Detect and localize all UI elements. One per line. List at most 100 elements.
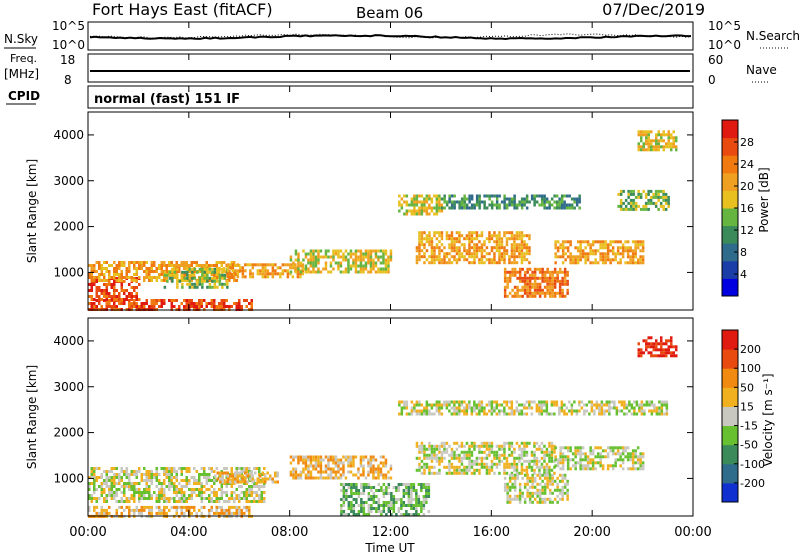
power-cell (438, 203, 441, 207)
power-cell (510, 243, 514, 247)
velocity-cell (440, 450, 444, 454)
velocity-cell (548, 450, 551, 454)
velocity-cell (528, 459, 531, 463)
velocity-cell (475, 462, 479, 466)
velocity-cell (113, 482, 116, 485)
velocity-cell (515, 406, 519, 410)
velocity-cell (276, 474, 279, 478)
power-cell (647, 136, 650, 140)
power-cell (604, 255, 607, 259)
velocity-cell (440, 406, 444, 410)
velocity-region (415, 441, 556, 475)
velocity-cell (545, 468, 549, 472)
power-cell (269, 263, 272, 267)
velocity-cell (478, 450, 481, 454)
velocity-cell (203, 470, 206, 473)
power-cell (256, 269, 260, 273)
power-cell (626, 252, 630, 256)
velocity-cell (440, 444, 444, 448)
velocity-cell (508, 500, 512, 504)
power-cell (163, 279, 166, 282)
velocity-cell (620, 400, 624, 404)
velocity-cell (460, 459, 464, 463)
power-cell (115, 289, 118, 292)
power-cell (241, 266, 245, 270)
power-cell (563, 270, 567, 274)
velocity-cell (103, 482, 106, 485)
power-region (554, 240, 645, 265)
power-cell (460, 200, 464, 204)
velocity-cell (168, 497, 171, 500)
power-cell (433, 234, 436, 238)
power-cell (450, 255, 454, 259)
power-cell (344, 267, 348, 271)
power-cell (188, 276, 191, 279)
power-cell (185, 302, 188, 305)
velocity-cell (195, 511, 198, 515)
power-cell (641, 261, 645, 265)
power-cell (591, 252, 595, 256)
velocity-cell (115, 482, 118, 485)
velocity-cell (445, 447, 449, 451)
power-cell (367, 258, 370, 262)
velocity-cell (670, 354, 673, 358)
power-cell (584, 255, 587, 259)
velocity-cell (660, 348, 663, 352)
power-cell (185, 261, 188, 264)
velocity-cell (450, 453, 454, 457)
power-cell (420, 209, 424, 213)
power-cell (98, 286, 101, 289)
velocity-cell (352, 507, 356, 510)
power-cell (226, 279, 229, 283)
power-cell (604, 246, 607, 250)
power-cell (327, 255, 330, 259)
power-cell (245, 305, 248, 308)
velocity-cell (640, 412, 644, 416)
nsky-trace (89, 34, 691, 41)
power-cell (438, 194, 441, 198)
power-cell (458, 203, 461, 207)
velocity-cell (433, 444, 436, 448)
velocity-cell (110, 479, 113, 482)
velocity-cell (636, 446, 640, 450)
power-cell (458, 255, 461, 259)
power-cell (143, 279, 146, 282)
velocity-cell (312, 467, 315, 471)
power-cell (440, 203, 444, 207)
power-cell (460, 234, 464, 238)
velocity-cell (329, 455, 333, 459)
power-cell (438, 200, 441, 204)
velocity-cell (556, 482, 559, 486)
power-cell (160, 267, 163, 270)
velocity-cell (422, 504, 426, 507)
velocity-cell (173, 482, 176, 485)
velocity-cell (603, 403, 606, 407)
power-cell (518, 294, 522, 298)
power-cell (460, 197, 464, 201)
velocity-cell (523, 450, 526, 454)
velocity-cell (178, 497, 181, 500)
velocity-cell (675, 345, 678, 349)
velocity-cell (100, 482, 103, 485)
power-cell (548, 288, 552, 292)
power-cell (548, 273, 552, 277)
power-cell (508, 237, 511, 241)
velocity-cell (500, 444, 504, 448)
velocity-cell (584, 452, 587, 456)
velocity-cell (362, 501, 366, 504)
velocity-cell (615, 409, 619, 413)
velocity-cell (347, 486, 351, 489)
power-cell (230, 261, 233, 264)
velocity-cell (220, 494, 223, 497)
velocity-cell (253, 500, 256, 503)
power-cell (604, 258, 607, 262)
velocity-cell (503, 456, 506, 460)
velocity-cell (530, 450, 534, 454)
power-cell (448, 246, 451, 250)
velocity-cell (245, 500, 248, 503)
velocity-cell (548, 497, 552, 501)
power-cell (418, 209, 421, 213)
power-cell (435, 243, 439, 247)
velocity-cell (637, 348, 640, 352)
